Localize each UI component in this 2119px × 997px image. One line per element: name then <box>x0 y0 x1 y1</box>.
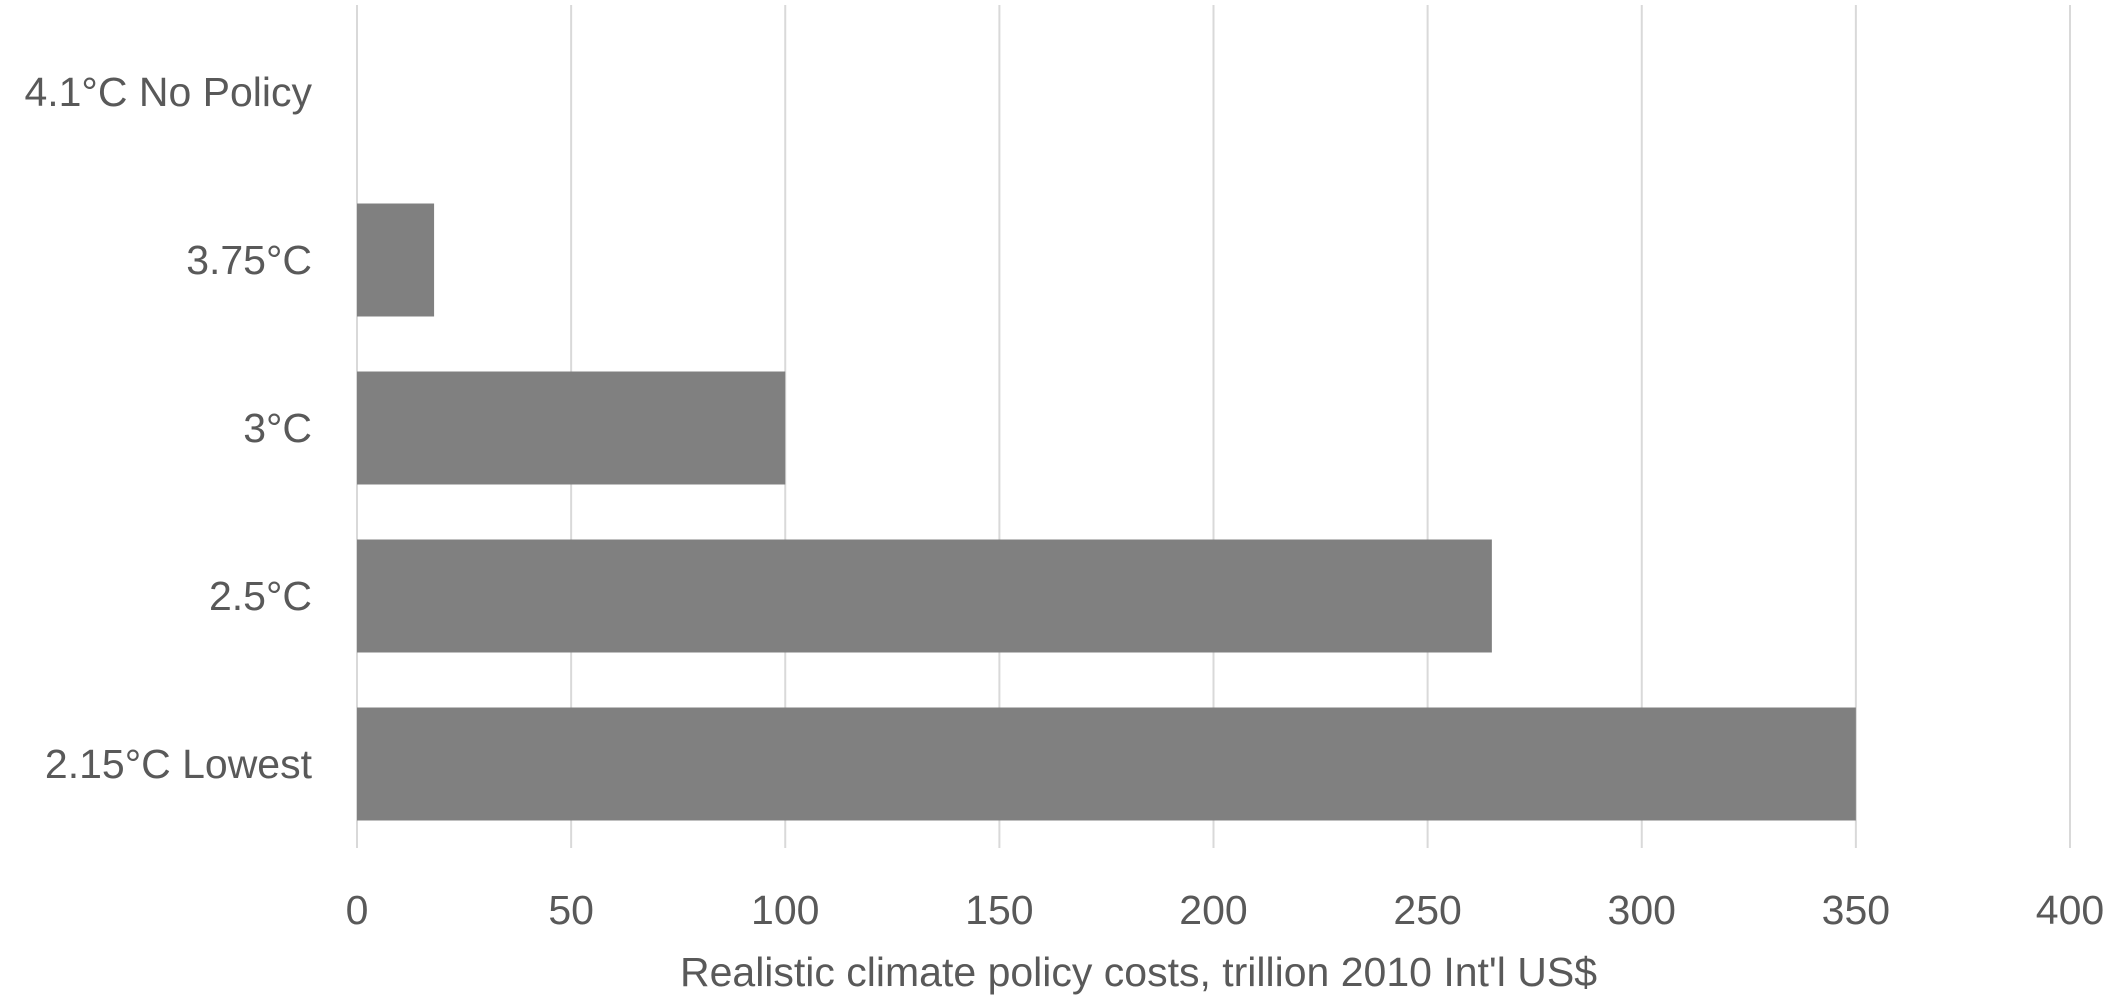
category-label: 3.75°C <box>186 237 312 283</box>
bar <box>357 371 786 485</box>
gridlines <box>356 5 2071 848</box>
x-tick-label: 50 <box>548 887 594 933</box>
bar <box>357 539 1492 653</box>
x-tick-label: 250 <box>1393 887 1461 933</box>
x-tick-labels: 0 50 100 150 200 250 300 350 400 <box>346 887 2105 933</box>
bar <box>357 707 1856 821</box>
category-labels: 4.1°C No Policy 3.75°C 3°C 2.5°C 2.15°C Lowe… <box>24 69 312 787</box>
x-axis-title: Realistic climate policy costs, trillion… <box>680 949 1597 995</box>
x-tick-label: 400 <box>2036 887 2104 933</box>
bars <box>357 203 1856 821</box>
x-tick-label: 100 <box>751 887 819 933</box>
x-tick-label: 300 <box>1608 887 1676 933</box>
bar <box>357 203 435 317</box>
x-tick-label: 350 <box>1822 887 1890 933</box>
x-tick-label: 150 <box>965 887 1033 933</box>
category-label: 4.1°C No Policy <box>24 69 312 115</box>
category-label: 2.5°C <box>209 573 312 619</box>
category-label: 2.15°C Lowest <box>45 741 313 787</box>
category-label: 3°C <box>243 405 312 451</box>
x-tick-label: 0 <box>346 887 369 933</box>
x-tick-label: 200 <box>1179 887 1247 933</box>
